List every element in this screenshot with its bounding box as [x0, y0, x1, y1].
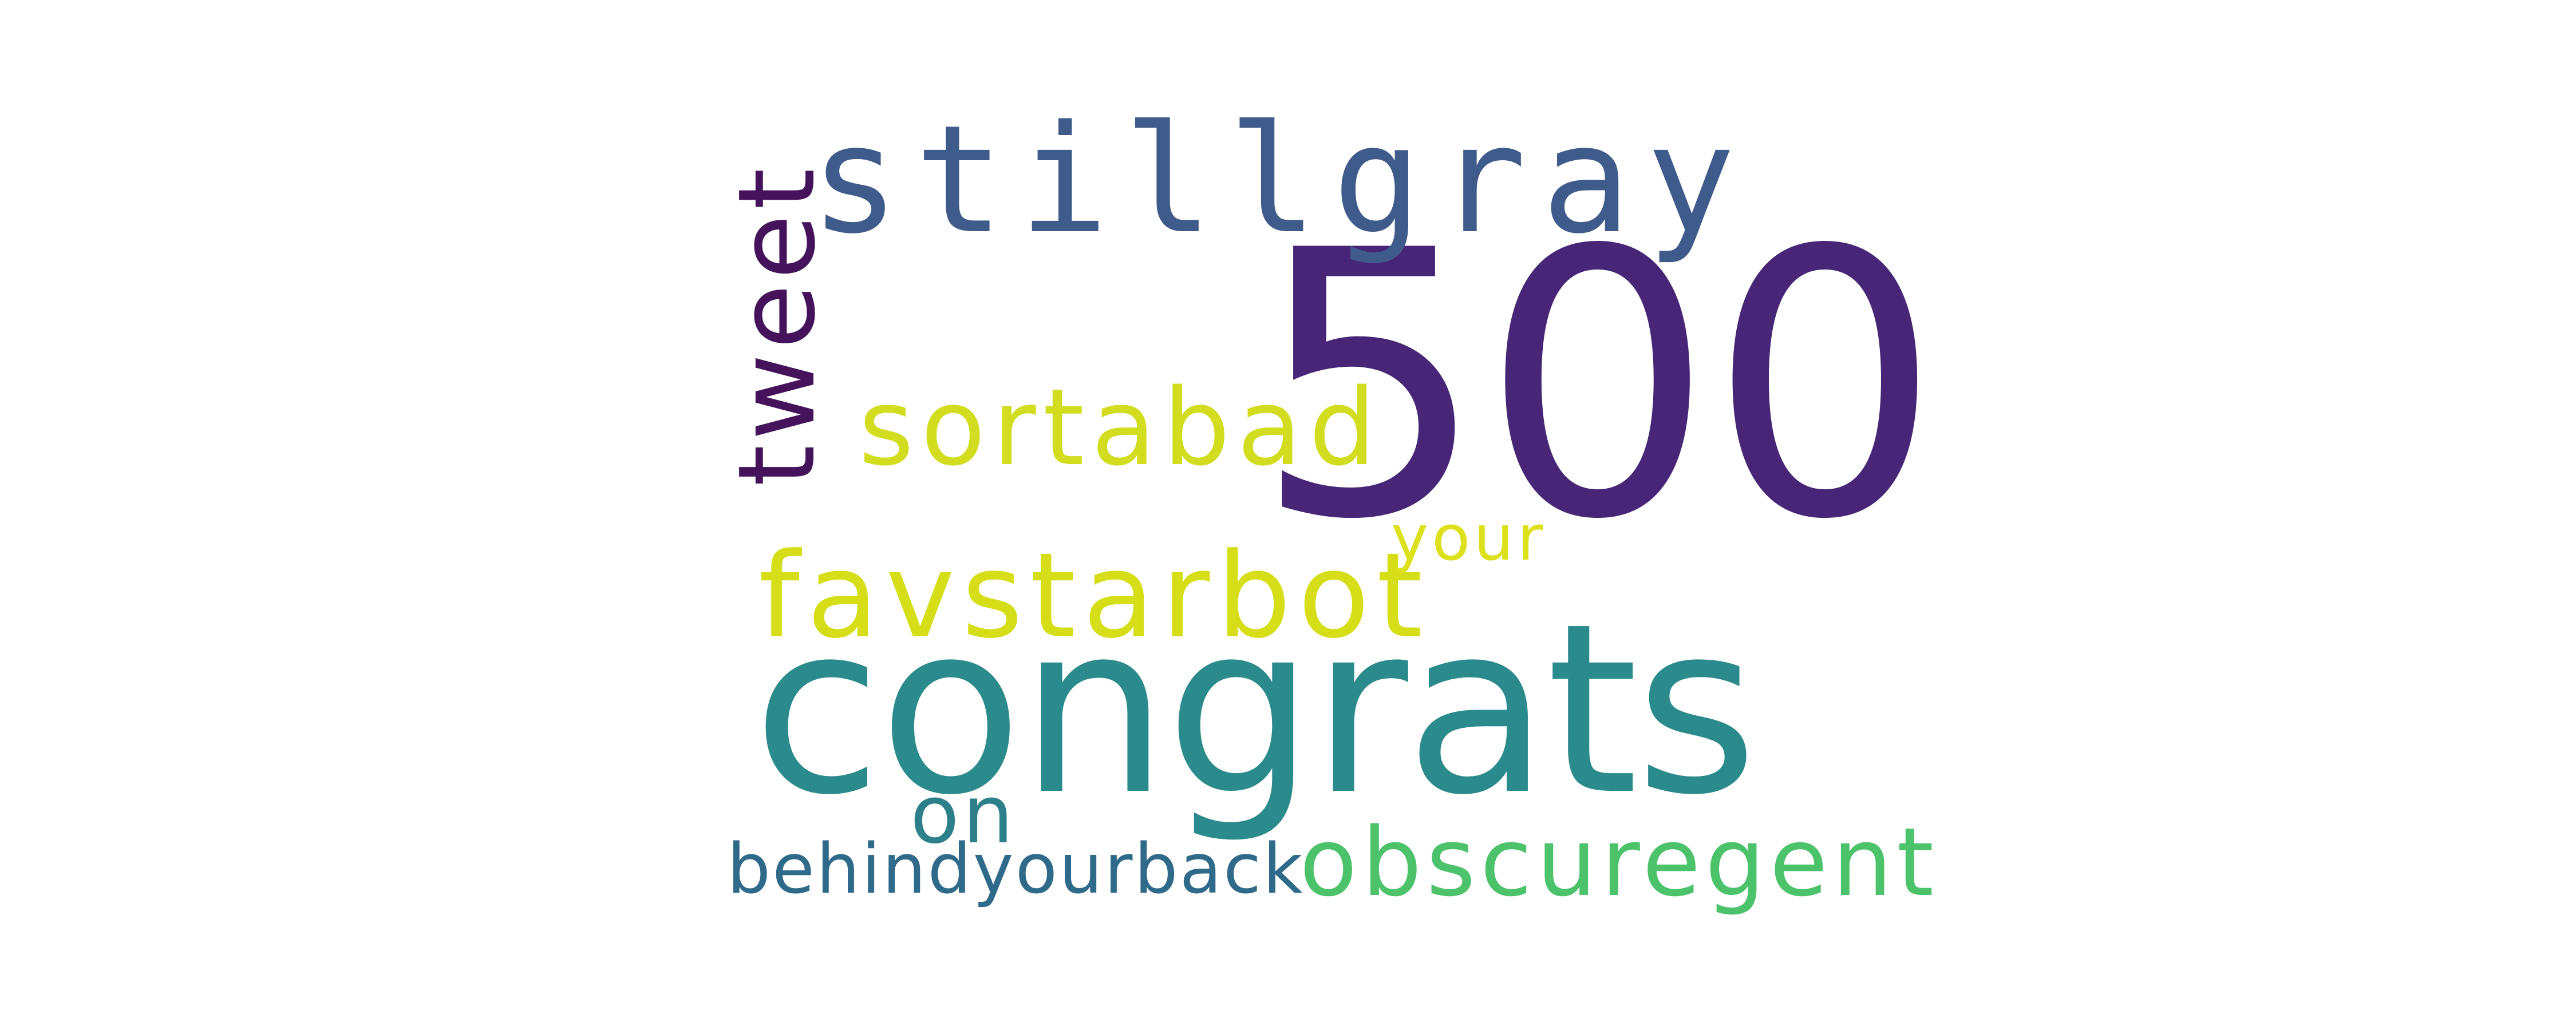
word-favstarbot: favstarbot [758, 528, 1430, 664]
word-on: on [910, 768, 1017, 862]
word-behindyourback: behindyourback [727, 830, 1305, 909]
word-congrats: congrats [753, 573, 1758, 846]
word-stillgray: stillgray [810, 94, 1751, 267]
word-obscuregent: obscuregent [1299, 807, 1939, 917]
word-sortabad: sortabad [859, 366, 1383, 489]
word-your: your [1391, 501, 1547, 575]
word-tweet: tweet [715, 163, 839, 486]
word-500: 500 [1254, 173, 1942, 599]
